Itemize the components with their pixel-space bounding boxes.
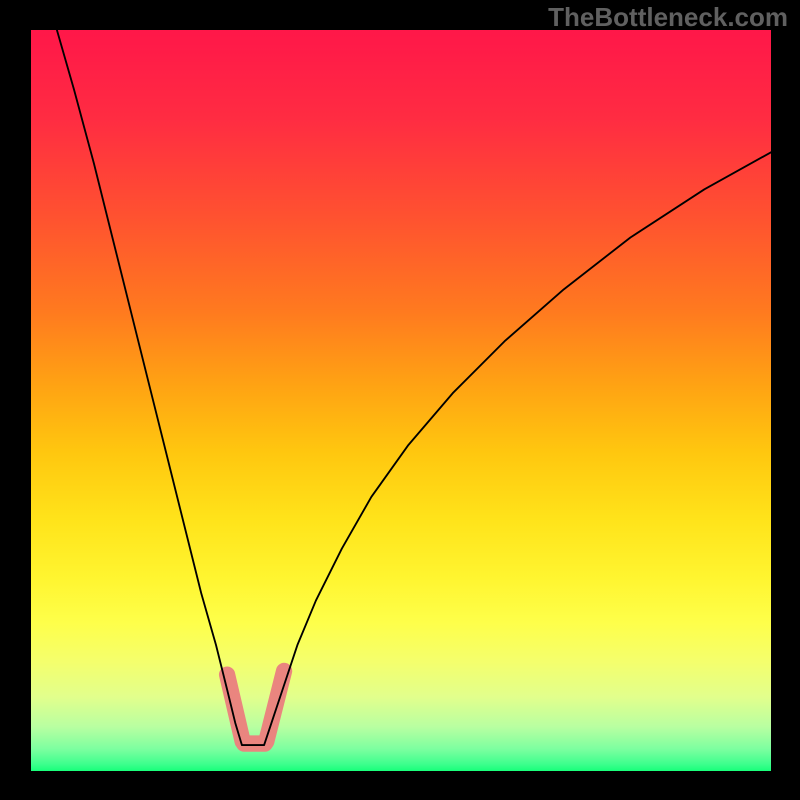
figure-root: TheBottleneck.com xyxy=(0,0,800,800)
watermark-text: TheBottleneck.com xyxy=(548,2,788,33)
plot-area xyxy=(31,30,771,771)
curve-right-branch xyxy=(264,152,771,745)
curve-left-branch xyxy=(57,30,242,745)
highlight-segment xyxy=(227,675,243,742)
curve-layer xyxy=(31,30,771,771)
